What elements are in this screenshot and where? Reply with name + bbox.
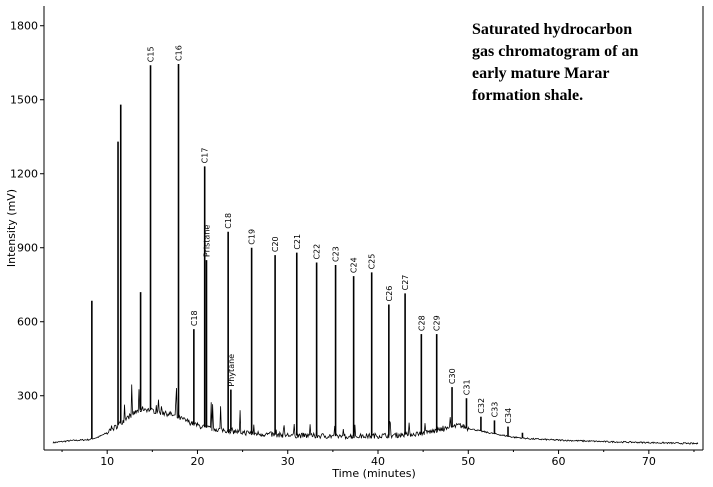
chromatogram-baseline — [52, 384, 699, 445]
peak-label: C27 — [401, 275, 410, 291]
annotation-line-4: formation shale. — [472, 87, 583, 104]
y-tick-label: 1800 — [10, 20, 38, 33]
trace — [52, 63, 699, 445]
peak-label: C15 — [147, 46, 156, 62]
peak-label: C21 — [293, 234, 302, 250]
peak-label: C34 — [504, 408, 513, 424]
peak-label: C26 — [385, 286, 394, 302]
annotation-line-3: early mature Marar — [472, 65, 609, 82]
x-tick-label: 10 — [100, 455, 114, 468]
y-tick-label: 900 — [17, 242, 38, 255]
peak-label: C16 — [175, 45, 184, 61]
x-tick-label: 50 — [461, 455, 475, 468]
x-tick-label: 70 — [642, 455, 656, 468]
x-tick-label: 30 — [281, 455, 295, 468]
annotation-text: Saturated hydrocarbon gas chromatogram o… — [472, 21, 638, 104]
peak-label: C22 — [313, 244, 322, 260]
y-tick-label: 1200 — [10, 168, 38, 181]
x-tick-label: 40 — [371, 455, 385, 468]
peak-label: C18 — [190, 310, 199, 326]
peak-label: C23 — [332, 246, 341, 262]
peak-label: C32 — [477, 398, 486, 414]
peak-labels: C15 C16 C18 C17 Pristane C18 Phytane C19 C20 C21 C… — [147, 45, 513, 423]
peak-label: C19 — [248, 229, 257, 245]
x-tick-label: 60 — [552, 455, 566, 468]
peak-label: C17 — [201, 148, 210, 164]
annotation-line-2: gas chromatogram of an — [472, 43, 638, 60]
ticks: 10 20 30 40 50 60 70 300 600 900 1200 1500 1800 — [10, 20, 695, 468]
peak-label: C24 — [350, 257, 359, 273]
y-tick-label: 1500 — [10, 94, 38, 107]
peak-label: C29 — [433, 315, 442, 331]
axes — [43, 6, 704, 451]
peak-label: C30 — [448, 368, 457, 384]
peak-label: C33 — [490, 402, 499, 418]
x-tick-label: 20 — [190, 455, 204, 468]
peak-label: C28 — [417, 315, 426, 331]
x-axis-title: Time (minutes) — [331, 467, 416, 480]
peak-label: Pristane — [202, 225, 211, 257]
peak-label: C20 — [271, 236, 280, 252]
peak-label: C25 — [368, 254, 377, 270]
y-tick-label: 600 — [17, 316, 38, 329]
y-tick-label: 300 — [17, 390, 38, 403]
y-axis-title: Intensity (mV) — [5, 189, 18, 267]
peak-label: Phytane — [227, 354, 236, 387]
peak-label: C18 — [224, 213, 233, 229]
peak-label: C31 — [462, 379, 471, 395]
annotation-line-1: Saturated hydrocarbon — [472, 21, 632, 38]
